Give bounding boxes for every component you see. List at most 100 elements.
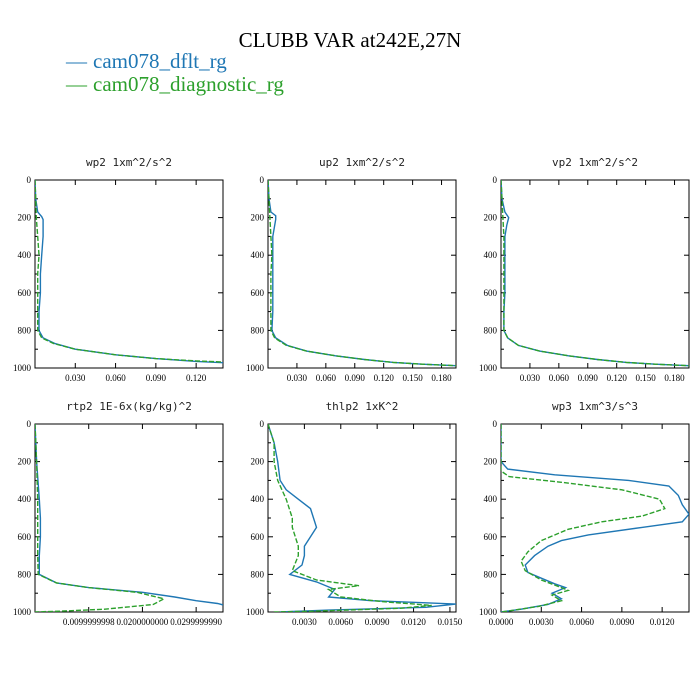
y-tick-label: 600 xyxy=(484,288,498,298)
panel-title: vp2 1xm^2/s^2 xyxy=(552,156,638,169)
x-tick-label: 0.030 xyxy=(65,373,86,383)
y-tick-label: 1000 xyxy=(479,363,498,373)
x-tick-label: 0.030 xyxy=(520,373,541,383)
x-tick-label: 0.0150 xyxy=(438,617,463,627)
y-tick-label: 1000 xyxy=(246,607,265,617)
x-tick-label: 0.0060 xyxy=(569,617,594,627)
x-tick-label: 0.090 xyxy=(578,373,599,383)
y-tick-label: 600 xyxy=(18,288,32,298)
x-tick-label: 0.060 xyxy=(105,373,126,383)
series-line-dflt xyxy=(501,424,689,612)
series-line-diagnostic xyxy=(501,424,666,612)
y-tick-label: 800 xyxy=(484,569,498,579)
x-tick-label: 0.120 xyxy=(607,373,628,383)
series-line-dflt xyxy=(268,180,456,367)
x-tick-label: 0.090 xyxy=(146,373,167,383)
plot-frame xyxy=(500,423,690,613)
y-tick-label: 1000 xyxy=(246,363,265,373)
y-tick-label: 800 xyxy=(484,325,498,335)
x-tick-label: 0.0120 xyxy=(650,617,675,627)
x-tick-label: 0.0030 xyxy=(292,617,317,627)
series-line-diagnostic xyxy=(35,424,166,612)
x-tick-label: 0.0030 xyxy=(529,617,554,627)
x-tick-label: 0.0090 xyxy=(365,617,390,627)
y-tick-label: 400 xyxy=(18,250,32,260)
panel-title: rtp2 1E-6x(kg/kg)^2 xyxy=(66,400,192,413)
panel-title: thlp2 1xK^2 xyxy=(326,400,399,413)
y-tick-label: 400 xyxy=(18,494,32,504)
series-line-diagnostic xyxy=(501,180,689,367)
x-tick-label: 0.060 xyxy=(316,373,337,383)
x-tick-label: 0.0060 xyxy=(328,617,353,627)
series-line-diagnostic xyxy=(268,424,432,612)
legend-label: cam078_dflt_rg xyxy=(93,49,227,73)
y-tick-label: 1000 xyxy=(13,607,32,617)
y-tick-label: 200 xyxy=(251,213,265,223)
x-tick-label: 0.0090 xyxy=(609,617,634,627)
x-tick-label: 0.120 xyxy=(186,373,207,383)
y-tick-label: 200 xyxy=(484,457,498,467)
y-tick-label: 200 xyxy=(18,457,32,467)
y-tick-label: 0 xyxy=(493,175,498,185)
y-tick-label: 0 xyxy=(27,175,32,185)
y-tick-label: 200 xyxy=(18,213,32,223)
plot-frame xyxy=(500,179,690,369)
legend-line-icon: — xyxy=(66,49,87,73)
series-line-dflt xyxy=(501,180,689,367)
y-tick-label: 600 xyxy=(251,532,265,542)
y-tick-label: 800 xyxy=(18,325,32,335)
legend-line-icon: — xyxy=(66,72,87,96)
series-line-diagnostic xyxy=(35,180,223,363)
x-tick-label: 0.0299999990 xyxy=(170,617,222,627)
panel-title: up2 1xm^2/s^2 xyxy=(319,156,405,169)
y-tick-label: 200 xyxy=(251,457,265,467)
x-tick-label: 0.150 xyxy=(635,373,656,383)
panel-title: wp2 1xm^2/s^2 xyxy=(86,156,172,169)
x-tick-label: 0.150 xyxy=(402,373,423,383)
legend-label: cam078_diagnostic_rg xyxy=(93,72,284,96)
y-tick-label: 600 xyxy=(251,288,265,298)
y-tick-label: 0 xyxy=(493,419,498,429)
plot-frame xyxy=(34,179,224,369)
x-tick-label: 0.0099999998 xyxy=(63,617,115,627)
x-tick-label: 0.180 xyxy=(431,373,452,383)
legend: — cam078_dflt_rg — cam078_diagnostic_rg xyxy=(66,50,284,96)
panel-5: thlp2 1xK^2 0 200 400 600 800 1000 0.0030 0.0060… xyxy=(246,400,463,627)
x-tick-label: 0.0200000000 xyxy=(117,617,169,627)
figure-title: CLUBB VAR at242E,27N xyxy=(238,28,462,52)
y-tick-label: 400 xyxy=(251,250,265,260)
y-tick-label: 400 xyxy=(484,494,498,504)
x-tick-label: 0.060 xyxy=(549,373,570,383)
x-tick-label: 0.090 xyxy=(345,373,366,383)
panel-2: up2 1xm^2/s^2 0 200 400 600 800 1000 0.030 0.060… xyxy=(246,156,457,383)
y-tick-label: 0 xyxy=(260,175,265,185)
x-tick-label: 0.0000 xyxy=(489,617,514,627)
panel-1: wp2 1xm^2/s^2 0 200 400 600 800 1000 0.030 0.060… xyxy=(13,156,224,383)
panel-title: wp3 1xm^3/s^3 xyxy=(552,400,638,413)
y-tick-label: 1000 xyxy=(479,607,498,617)
y-tick-label: 0 xyxy=(260,419,265,429)
y-tick-label: 400 xyxy=(484,250,498,260)
y-tick-label: 0 xyxy=(27,419,32,429)
y-tick-label: 800 xyxy=(18,569,32,579)
legend-item-dflt: — cam078_dflt_rg xyxy=(66,50,284,73)
panel-3: vp2 1xm^2/s^2 0 200 400 600 800 1000 0.030 0.060… xyxy=(479,156,690,383)
y-tick-label: 600 xyxy=(18,532,32,542)
plot-frame xyxy=(267,179,457,369)
y-tick-label: 200 xyxy=(484,213,498,223)
plot-frame xyxy=(267,423,457,613)
series-line-dflt xyxy=(35,424,223,606)
legend-item-diagnostic: — cam078_diagnostic_rg xyxy=(66,73,284,96)
y-tick-label: 600 xyxy=(484,532,498,542)
x-tick-label: 0.030 xyxy=(287,373,308,383)
y-tick-label: 400 xyxy=(251,494,265,504)
y-tick-label: 800 xyxy=(251,569,265,579)
series-line-diagnostic xyxy=(268,180,456,367)
x-tick-label: 0.120 xyxy=(374,373,395,383)
panel-4: rtp2 1E-6x(kg/kg)^2 0 200 400 600 800 1000 0.00… xyxy=(13,400,224,627)
y-tick-label: 1000 xyxy=(13,363,32,373)
x-tick-label: 0.180 xyxy=(664,373,685,383)
series-line-dflt xyxy=(268,424,456,612)
